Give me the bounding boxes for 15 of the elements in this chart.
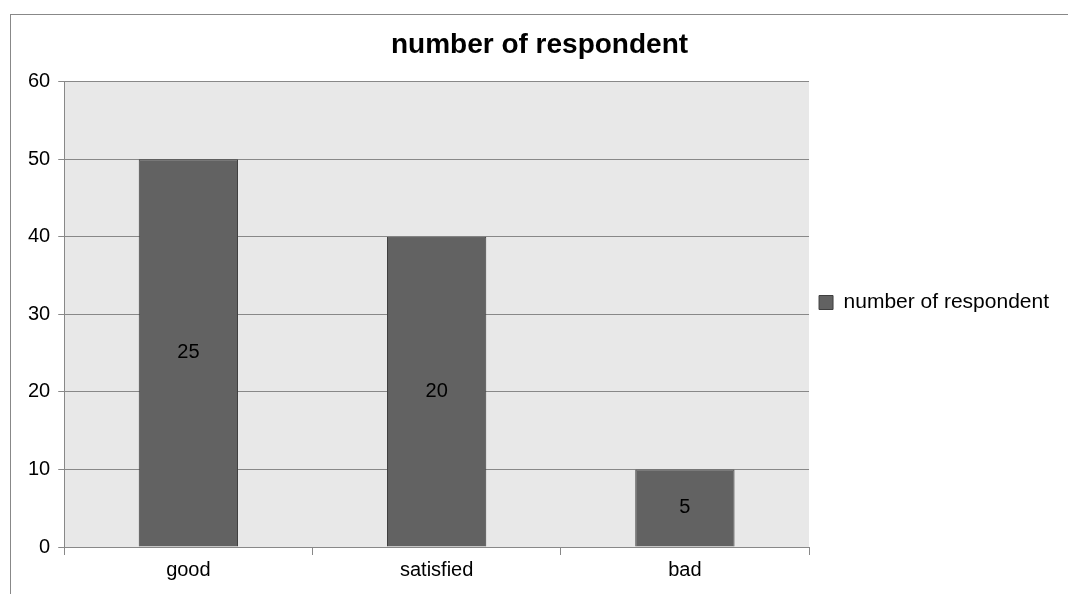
x-tick-label: satisfied: [399, 557, 474, 580]
y-tick-label: 0: [39, 534, 51, 557]
x-tick-label: good: [166, 557, 211, 580]
x-tick-label: bad: [668, 557, 702, 580]
y-tick-label: 60: [28, 69, 51, 92]
y-tick-label: 50: [28, 146, 51, 169]
chart-title: number of respondent: [390, 27, 689, 59]
y-tick-label: 30: [28, 301, 51, 324]
legend-label: number of respondent: [843, 289, 1050, 313]
annotation: 25: [177, 340, 200, 363]
annotation: 5: [679, 495, 691, 518]
y-tick-label: 40: [28, 224, 51, 247]
y-tick-label: 20: [28, 379, 51, 402]
y-tick-label: 10: [28, 456, 51, 479]
annotation: 20: [425, 379, 448, 402]
